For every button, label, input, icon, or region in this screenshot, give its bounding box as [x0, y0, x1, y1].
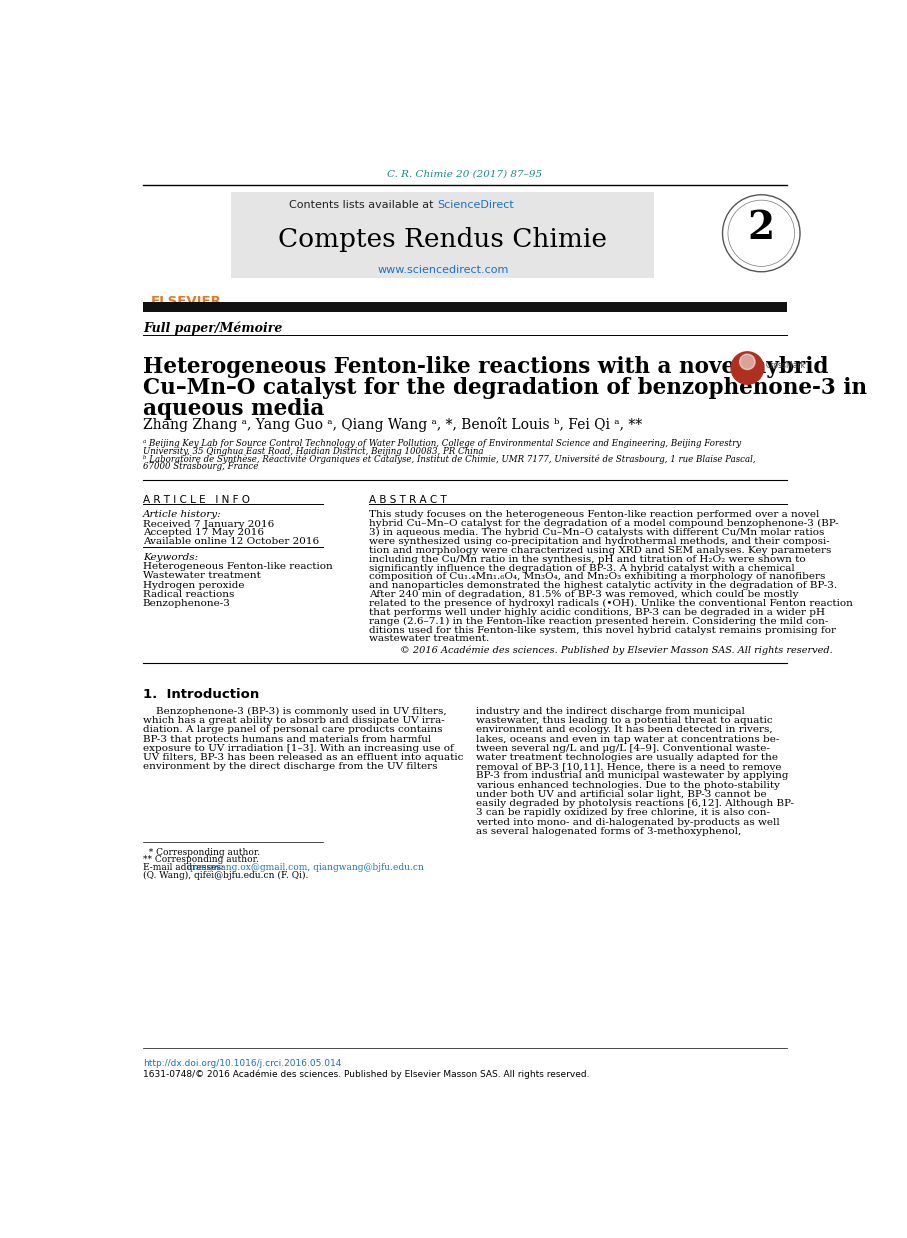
Text: wastewater, thus leading to a potential threat to aquatic: wastewater, thus leading to a potential … — [476, 716, 773, 725]
Text: C. R. Chimie 20 (2017) 87–95: C. R. Chimie 20 (2017) 87–95 — [387, 170, 542, 178]
Text: exposure to UV irradiation [1–3]. With an increasing use of: exposure to UV irradiation [1–3]. With a… — [142, 744, 454, 753]
Text: were synthesized using co-precipitation and hydrothermal methods, and their comp: were synthesized using co-precipitation … — [369, 537, 830, 546]
Text: E-mail addresses:: E-mail addresses: — [142, 863, 227, 872]
Text: * Corresponding author.: * Corresponding author. — [142, 848, 260, 857]
Text: various enhanced technologies. Due to the photo-stability: various enhanced technologies. Due to th… — [476, 781, 780, 790]
Circle shape — [739, 354, 755, 370]
Text: Heterogeneous Fenton-like reaction: Heterogeneous Fenton-like reaction — [142, 562, 333, 571]
Text: BP-3 that protects humans and materials from harmful: BP-3 that protects humans and materials … — [142, 734, 431, 744]
Text: that performs well under highly acidic conditions, BP-3 can be degraded in a wid: that performs well under highly acidic c… — [369, 608, 825, 617]
Text: Hydrogen peroxide: Hydrogen peroxide — [142, 581, 244, 589]
Text: removal of BP-3 [10,11]. Hence, there is a need to remove: removal of BP-3 [10,11]. Hence, there is… — [476, 763, 782, 771]
Text: which has a great ability to absorb and dissipate UV irra-: which has a great ability to absorb and … — [142, 716, 444, 725]
Text: Comptes Rendus Chimie: Comptes Rendus Chimie — [278, 227, 608, 251]
Text: Full paper/Mémoire: Full paper/Mémoire — [142, 321, 282, 334]
Text: http://dx.doi.org/10.1016/j.crci.2016.05.014: http://dx.doi.org/10.1016/j.crci.2016.05… — [142, 1058, 341, 1067]
Text: 1.  Introduction: 1. Introduction — [142, 687, 259, 701]
Text: ditions used for this Fenton-like system, this novel hybrid catalyst remains pro: ditions used for this Fenton-like system… — [369, 625, 836, 635]
Text: Keywords:: Keywords: — [142, 553, 198, 562]
Text: Article history:: Article history: — [142, 510, 221, 520]
Text: After 240 min of degradation, 81.5% of BP-3 was removed, which could be mostly: After 240 min of degradation, 81.5% of B… — [369, 591, 799, 599]
Text: easily degraded by photolysis reactions [6,12]. Although BP-: easily degraded by photolysis reactions … — [476, 800, 794, 808]
Text: 2: 2 — [747, 209, 775, 246]
Text: environment by the direct discharge from the UV filters: environment by the direct discharge from… — [142, 763, 437, 771]
Text: ELSEVIER: ELSEVIER — [151, 295, 221, 307]
Text: A R T I C L E   I N F O: A R T I C L E I N F O — [142, 495, 249, 505]
Text: This study focuses on the heterogeneous Fenton-like reaction performed over a no: This study focuses on the heterogeneous … — [369, 510, 820, 520]
Text: Received 7 January 2016: Received 7 January 2016 — [142, 520, 274, 529]
Text: UV filters, BP-3 has been released as an effluent into aquatic: UV filters, BP-3 has been released as an… — [142, 753, 463, 763]
Text: Available online 12 October 2016: Available online 12 October 2016 — [142, 536, 319, 546]
Text: verted into mono- and di-halogenated by-products as well: verted into mono- and di-halogenated by-… — [476, 817, 780, 827]
FancyBboxPatch shape — [142, 302, 787, 312]
Text: ᵃ Beijing Key Lab for Source Control Technology of Water Pollution, College of E: ᵃ Beijing Key Lab for Source Control Tec… — [142, 438, 741, 448]
Text: aqueous media: aqueous media — [142, 399, 324, 420]
Text: Accepted 17 May 2016: Accepted 17 May 2016 — [142, 529, 264, 537]
Text: ** Corresponding author.: ** Corresponding author. — [142, 855, 258, 864]
Text: water treatment technologies are usually adapted for the: water treatment technologies are usually… — [476, 753, 778, 763]
Text: (Q. Wang), qifei@bjfu.edu.cn (F. Qi).: (Q. Wang), qifei@bjfu.edu.cn (F. Qi). — [142, 870, 308, 880]
Text: tion and morphology were characterized using XRD and SEM analyses. Key parameter: tion and morphology were characterized u… — [369, 546, 832, 555]
Text: tween several ng/L and μg/L [4–9]. Conventional waste-: tween several ng/L and μg/L [4–9]. Conve… — [476, 744, 770, 753]
Text: Benzophenone-3: Benzophenone-3 — [142, 599, 230, 608]
Text: University, 35 Qinghua East Road, Haidian District, Beijing 100083, PR China: University, 35 Qinghua East Road, Haidia… — [142, 447, 483, 456]
Text: diation. A large panel of personal care products contains: diation. A large panel of personal care … — [142, 725, 443, 734]
Text: under both UV and artificial solar light, BP-3 cannot be: under both UV and artificial solar light… — [476, 790, 766, 799]
Text: Cu–Mn–O catalyst for the degradation of benzophenone-3 in: Cu–Mn–O catalyst for the degradation of … — [142, 378, 867, 399]
Text: related to the presence of hydroxyl radicals (•OH). Unlike the conventional Fent: related to the presence of hydroxyl radi… — [369, 599, 853, 608]
Text: ScienceDirect: ScienceDirect — [437, 199, 514, 209]
Text: Radical reactions: Radical reactions — [142, 589, 234, 599]
Text: CrossMark: CrossMark — [766, 361, 805, 370]
Text: Heterogeneous Fenton-like reactions with a novel hybrid: Heterogeneous Fenton-like reactions with… — [142, 357, 828, 379]
Text: composition of Cu₁.₄Mn₁.₆O₄, Mn₃O₄, and Mn₂O₃ exhibiting a morphology of nanofib: composition of Cu₁.₄Mn₁.₆O₄, Mn₃O₄, and … — [369, 572, 825, 582]
Text: 1631-0748/© 2016 Académie des sciences. Published by Elsevier Masson SAS. All ri: 1631-0748/© 2016 Académie des sciences. … — [142, 1070, 590, 1080]
Circle shape — [731, 352, 764, 384]
Text: 3) in aqueous media. The hybrid Cu–Mn–O catalysts with different Cu/Mn molar rat: 3) in aqueous media. The hybrid Cu–Mn–O … — [369, 529, 824, 537]
Text: www.sciencedirect.com: www.sciencedirect.com — [377, 265, 509, 275]
Text: Zhang Zhang ᵃ, Yang Guo ᵃ, Qiang Wang ᵃ, *, Benoît Louis ᵇ, Fei Qi ᵃ, **: Zhang Zhang ᵃ, Yang Guo ᵃ, Qiang Wang ᵃ,… — [142, 417, 642, 432]
Text: 3 can be rapidly oxidized by free chlorine, it is also con-: 3 can be rapidly oxidized by free chlori… — [476, 808, 770, 817]
Text: Benzophenone-3 (BP-3) is commonly used in UV filters,: Benzophenone-3 (BP-3) is commonly used i… — [142, 707, 446, 716]
Text: ᵇ Laboratoire de Synthèse, Réactivité Organiques et Catalyse, Institut de Chimie: ᵇ Laboratoire de Synthèse, Réactivité Or… — [142, 454, 756, 464]
Text: wastewater treatment.: wastewater treatment. — [369, 634, 490, 644]
Text: lakes, oceans and even in tap water at concentrations be-: lakes, oceans and even in tap water at c… — [476, 734, 779, 744]
Text: and nanoparticles demonstrated the highest catalytic activity in the degradation: and nanoparticles demonstrated the highe… — [369, 582, 837, 591]
Text: 67000 Strasbourg, France: 67000 Strasbourg, France — [142, 462, 258, 470]
Text: hybrid Cu–Mn–O catalyst for the degradation of a model compound benzophenone-3 (: hybrid Cu–Mn–O catalyst for the degradat… — [369, 519, 839, 529]
FancyBboxPatch shape — [231, 192, 654, 277]
Text: Wastewater treatment: Wastewater treatment — [142, 571, 260, 581]
Text: qiangwang.ox@gmail.com, qiangwang@bjfu.edu.cn: qiangwang.ox@gmail.com, qiangwang@bjfu.e… — [187, 863, 424, 872]
Text: industry and the indirect discharge from municipal: industry and the indirect discharge from… — [476, 707, 745, 716]
Text: range (2.6–7.1) in the Fenton-like reaction presented herein. Considering the mi: range (2.6–7.1) in the Fenton-like react… — [369, 617, 828, 626]
Text: Contents lists available at: Contents lists available at — [289, 199, 437, 209]
Text: A B S T R A C T: A B S T R A C T — [369, 495, 447, 505]
Text: environment and ecology. It has been detected in rivers,: environment and ecology. It has been det… — [476, 725, 773, 734]
Text: © 2016 Académie des sciences. Published by Elsevier Masson SAS. All rights reser: © 2016 Académie des sciences. Published … — [400, 645, 833, 655]
Circle shape — [723, 194, 800, 272]
Text: BP-3 from industrial and municipal wastewater by applying: BP-3 from industrial and municipal waste… — [476, 771, 788, 780]
Text: including the Cu/Mn ratio in the synthesis, pH and titration of H₂O₂ were shown : including the Cu/Mn ratio in the synthes… — [369, 555, 805, 563]
Text: significantly influence the degradation of BP-3. A hybrid catalyst with a chemic: significantly influence the degradation … — [369, 563, 795, 573]
Text: as several halogenated forms of 3-methoxyphenol,: as several halogenated forms of 3-methox… — [476, 827, 741, 836]
